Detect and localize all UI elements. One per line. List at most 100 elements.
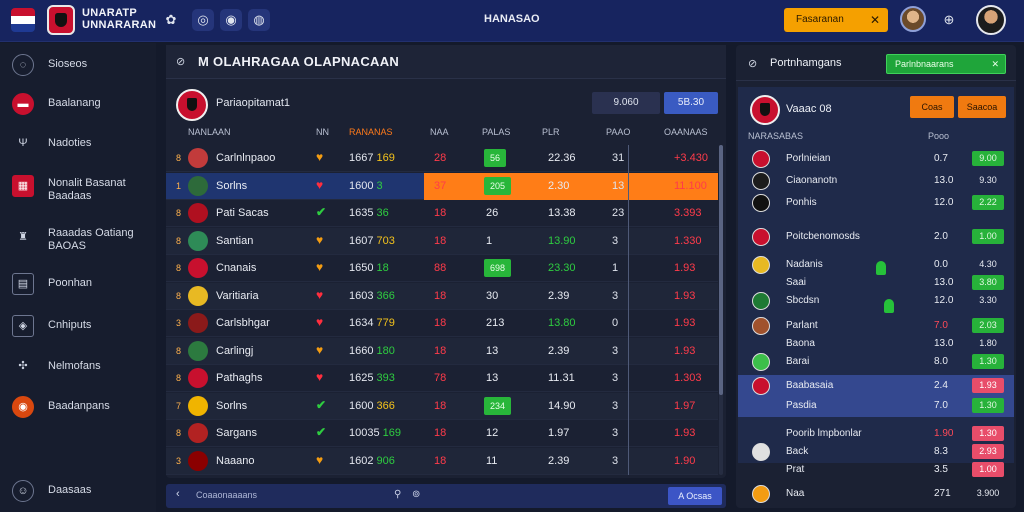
list-item[interactable]: Nadanis 0.0 4.30 <box>738 254 1014 276</box>
list-item-name[interactable]: Baona <box>786 338 815 349</box>
search-icon[interactable]: ⚲ <box>394 489 402 500</box>
table-row[interactable]: 8 Santian ♥ 1607 703 18 1 13.90 3 1.330 <box>166 227 718 255</box>
list-item-name[interactable]: Back <box>786 446 809 457</box>
table-row[interactable]: 7 Sorlns ✔ 1600 366 18 234 14.90 3 1.97 <box>166 392 718 420</box>
user-avatar[interactable] <box>976 5 1006 35</box>
column-header[interactable]: PAAO <box>606 127 631 137</box>
list-item[interactable]: Prat 3.5 1.00 <box>738 459 1014 481</box>
list-item-name[interactable]: Pasdia <box>786 400 817 411</box>
gear-icon[interactable]: ✿ <box>165 12 177 27</box>
column-header[interactable]: PALAS <box>482 127 511 137</box>
close-icon[interactable]: ✕ <box>869 13 880 27</box>
search-input[interactable]: Coaaonaaaans <box>196 490 258 500</box>
odds-badge[interactable]: 1.00 <box>972 462 1004 477</box>
odds-badge[interactable]: 9.00 <box>972 151 1004 166</box>
table-row[interactable]: 8 Cnanais ♥ 1650 18 88 698 23.30 1 1.93 <box>166 255 718 282</box>
video-icon[interactable]: ◍ <box>248 9 270 31</box>
odds-badge[interactable]: 9.30 <box>979 175 997 185</box>
odds-badge[interactable]: 1.30 <box>972 354 1004 369</box>
table-row[interactable]: 8 Pati Sacas ✔ 1635 36 18 26 13.38 23 3.393 <box>166 200 718 227</box>
column-header[interactable]: NAA <box>430 127 449 137</box>
odds-badge[interactable]: 2.03 <box>972 318 1004 333</box>
list-item-name[interactable]: Barai <box>786 356 810 367</box>
odds-badge[interactable]: 1.30 <box>972 398 1004 413</box>
sidebar-item-sioseos[interactable]: ◌ Sioseos <box>0 50 156 80</box>
sidebar-item-raaadas[interactable]: ♜ Raaadas Oatiang BAOAS <box>0 223 156 261</box>
list-item[interactable]: Barai 8.0 1.30 <box>738 351 1014 373</box>
odds-badge[interactable]: 1.30 <box>972 426 1004 441</box>
sidebar-item-baalanang[interactable]: ▬ Baalanang <box>0 89 156 119</box>
team-name[interactable]: Pati Sacas <box>216 207 269 219</box>
search-button[interactable]: A Ocsas <box>668 487 722 505</box>
column-header[interactable]: Pooo <box>928 131 950 141</box>
list-item-name[interactable]: Saai <box>786 277 807 288</box>
chat-icon[interactable]: ◎ <box>192 9 214 31</box>
odds-badge[interactable]: 1.93 <box>972 378 1004 393</box>
list-item-name[interactable]: Ponhis <box>786 197 817 208</box>
column-header[interactable]: PLR <box>542 127 560 137</box>
team-name[interactable]: Sorlns <box>216 399 248 412</box>
team-logo[interactable] <box>176 89 208 121</box>
back-icon[interactable]: ‹ <box>176 488 180 500</box>
table-row[interactable]: 8 Varitiaria ♥ 1603 366 18 30 2.39 3 1.93 <box>166 282 718 310</box>
close-icon[interactable]: ✕ <box>991 59 999 69</box>
list-item[interactable]: Ponhis 12.0 2.22 <box>738 192 1014 214</box>
table-row[interactable]: 8 Carlingj ♥ 1660 180 18 13 2.39 3 1.93 <box>166 337 718 365</box>
globe-icon[interactable]: ⊕ <box>943 12 955 27</box>
team-name[interactable]: Carlingj <box>216 344 254 357</box>
list-item-name[interactable]: Poitcbenomosds <box>786 231 860 242</box>
list-item[interactable]: Saai 13.0 3.80 <box>738 272 1014 294</box>
cta-button[interactable]: Fasaranan ✕ <box>784 8 888 32</box>
list-item[interactable]: Parlant 7.0 2.03 <box>738 315 1014 337</box>
code-button[interactable]: Coas <box>910 96 954 118</box>
list-item[interactable]: Pasdia 7.0 1.30 <box>738 395 1014 417</box>
scrollbar[interactable] <box>719 145 723 475</box>
table-row[interactable]: 3 Naaano ♥ 1602 906 18 11 2.39 3 1.90 <box>166 447 718 475</box>
sidebar-item-nelmofans[interactable]: ✣ Nelmofans <box>0 352 156 382</box>
list-item[interactable]: Poitcbenomosds 2.0 1.00 <box>738 226 1014 248</box>
sidebar-item-poonhan[interactable]: ▤ Poonhan <box>0 269 156 299</box>
column-header[interactable]: NN <box>316 127 329 137</box>
team-name[interactable]: Varitiaria <box>216 289 259 302</box>
team-name[interactable]: Sargans <box>216 427 257 439</box>
club-logo[interactable] <box>47 5 75 35</box>
team-name[interactable]: Carlsbhgar <box>216 317 270 329</box>
list-item[interactable]: Ciaonanotn 13.0 9.30 <box>738 170 1014 192</box>
list-item[interactable]: Naa 271 3.900 <box>738 483 1014 505</box>
segment-button-b[interactable]: 5B.30 <box>664 92 718 114</box>
sidebar-item-daasaas[interactable]: ☺ Daasaas <box>0 476 156 506</box>
column-header[interactable]: NARASABAS <box>748 131 804 141</box>
list-item[interactable]: Baabasaia 2.4 1.93 <box>738 375 1014 397</box>
list-item-name[interactable]: Naa <box>786 488 805 499</box>
odds-badge[interactable]: 4.30 <box>979 259 997 269</box>
odds-badge[interactable]: 1.00 <box>972 229 1004 244</box>
column-header[interactable]: RANANAS <box>349 127 393 137</box>
column-header[interactable]: NANLAAN <box>188 127 231 137</box>
team-name[interactable]: Carlnlnpaoo <box>216 152 276 164</box>
odds-badge[interactable]: 2.93 <box>972 444 1004 459</box>
list-item[interactable]: Baona 13.0 1.80 <box>738 333 1014 355</box>
table-row[interactable]: 8 Sargans ✔ 10035 169 18 12 1.97 3 1.93 <box>166 420 718 447</box>
list-item-name[interactable]: Parlant <box>786 320 818 331</box>
odds-badge[interactable]: 3.900 <box>976 488 1000 498</box>
table-row[interactable]: 8 Carlnlnpaoo ♥ 1667 169 28 56 22.36 31 +3.430 <box>166 145 718 172</box>
sidebar-item-cnhiputs[interactable]: ◈ Cnhiputs <box>0 311 156 341</box>
support-icon[interactable]: ◉ <box>220 9 242 31</box>
list-item[interactable]: Porlnieian 0.7 9.00 <box>738 148 1014 170</box>
team-name[interactable]: Santian <box>216 234 254 247</box>
sidebar-item-nonalit[interactable]: ▦ Nonalit Basanat Baadaas <box>0 171 156 209</box>
save-button[interactable]: Saacoa <box>958 96 1006 118</box>
list-item-name[interactable]: Ciaonanotn <box>786 175 838 186</box>
table-row[interactable]: 3 Carlsbhgar ♥ 1634 779 18 213 13.80 0 1.93 <box>166 310 718 337</box>
list-item-name[interactable]: Sbcdsn <box>786 295 820 306</box>
column-header[interactable]: OAANAAS <box>664 127 708 137</box>
sidebar-item-baadanpans[interactable]: ◉ Baadanpans <box>0 392 156 422</box>
team-name[interactable]: Sorlns <box>216 179 248 192</box>
odds-badge[interactable]: 3.80 <box>972 275 1004 290</box>
list-item-name[interactable]: Prat <box>786 464 805 475</box>
list-item[interactable]: Poorib lmpbonlar 1.90 1.30 <box>738 423 1014 445</box>
match-action-button[interactable]: Parlnbnaarans ✕ <box>886 54 1006 74</box>
segment-button-a[interactable]: 9.060 <box>592 92 660 114</box>
filter-icon[interactable]: ⊚ <box>412 489 421 500</box>
table-row[interactable]: 8 Pathaghs ♥ 1625 393 78 13 11.31 3 1.303 <box>166 365 718 392</box>
